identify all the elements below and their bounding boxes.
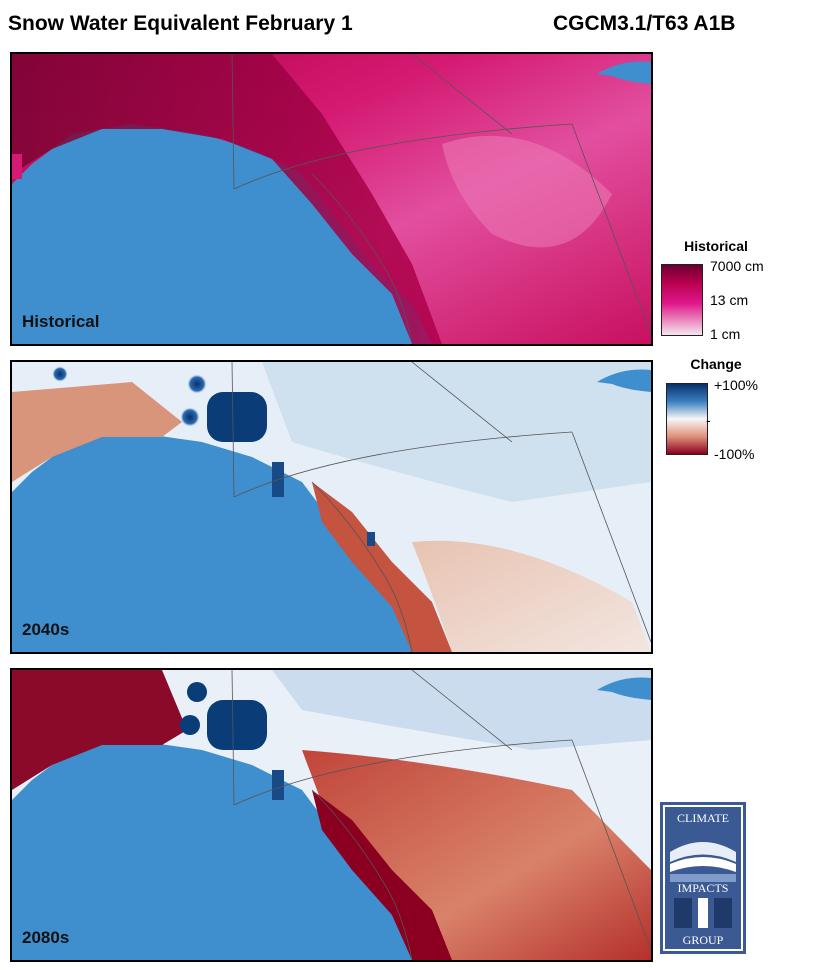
legend-historical-colorbar <box>661 264 703 336</box>
historical-map <box>12 54 651 344</box>
legend-change-tick-mid: - <box>706 412 711 428</box>
logo-text-top: CLIMATE <box>677 811 729 825</box>
legend-historical-tick-max: 7000 cm <box>710 258 764 274</box>
change-map-2040s <box>12 362 651 652</box>
logo-text-bottom: GROUP <box>683 933 724 947</box>
map-panel-2040s: 2040s <box>10 360 653 654</box>
climate-impacts-group-logo: CLIMATE IMPACTS GROUP <box>660 802 746 954</box>
logo-icon: CLIMATE IMPACTS GROUP <box>660 802 746 954</box>
coastal-loss <box>12 670 187 790</box>
legend-change-title: Change <box>690 356 742 372</box>
light-patch <box>442 135 612 248</box>
widespread-loss <box>302 750 651 960</box>
panel-label-2080s: 2080s <box>22 928 70 947</box>
deep-coastal-loss <box>312 790 452 960</box>
legend-historical-tick-mid: 13 cm <box>710 292 749 308</box>
panel-label-2040s: 2040s <box>22 620 70 639</box>
map-panel-historical: Historical <box>10 52 653 346</box>
legend-change-colorbar <box>666 383 708 455</box>
legend-historical-tick-min: 1 cm <box>710 326 741 342</box>
southern-loss <box>312 482 452 652</box>
model-name: CGCM3.1/T63 A1B <box>553 12 736 35</box>
panel-label-historical: Historical <box>22 312 100 331</box>
logo-text-middle: IMPACTS <box>678 881 729 895</box>
map-title: Snow Water Equivalent February 1 <box>8 12 353 35</box>
legend-change-tick-min: -100% <box>714 446 755 462</box>
map-panel-2080s: 2080s <box>10 668 653 962</box>
legend-historical-title: Historical <box>684 238 748 254</box>
warm-patch <box>412 540 651 652</box>
legend-change-tick-max: +100% <box>714 377 758 393</box>
blue-interior <box>262 362 651 502</box>
coastal-loss <box>12 382 182 482</box>
coastal-band <box>12 54 442 344</box>
change-map-2080s <box>12 670 651 960</box>
